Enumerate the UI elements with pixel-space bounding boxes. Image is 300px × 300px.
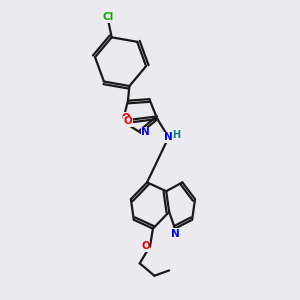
Text: N: N <box>164 132 173 142</box>
Text: O: O <box>124 116 132 126</box>
Text: H: H <box>172 130 180 140</box>
Text: O: O <box>141 241 150 251</box>
Text: O: O <box>121 113 130 123</box>
Text: N: N <box>141 127 150 137</box>
Text: N: N <box>171 229 179 239</box>
Text: Cl: Cl <box>103 12 114 22</box>
